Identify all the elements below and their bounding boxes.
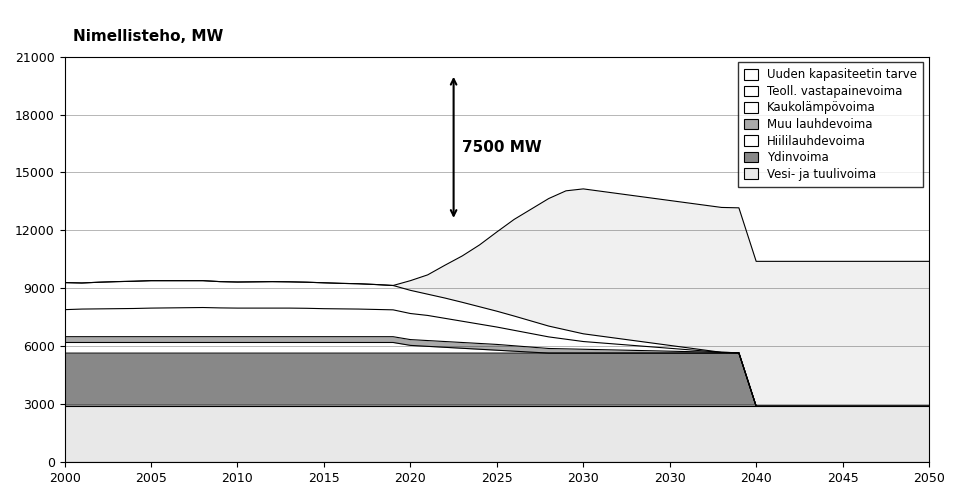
Text: Nimellisteho, MW: Nimellisteho, MW	[73, 30, 224, 44]
Legend: Uuden kapasiteetin tarve, Teoll. vastapainevoima, Kaukolämpövoima, Muu lauhdevoi: Uuden kapasiteetin tarve, Teoll. vastapa…	[737, 62, 924, 186]
Text: 7500 MW: 7500 MW	[463, 140, 542, 155]
